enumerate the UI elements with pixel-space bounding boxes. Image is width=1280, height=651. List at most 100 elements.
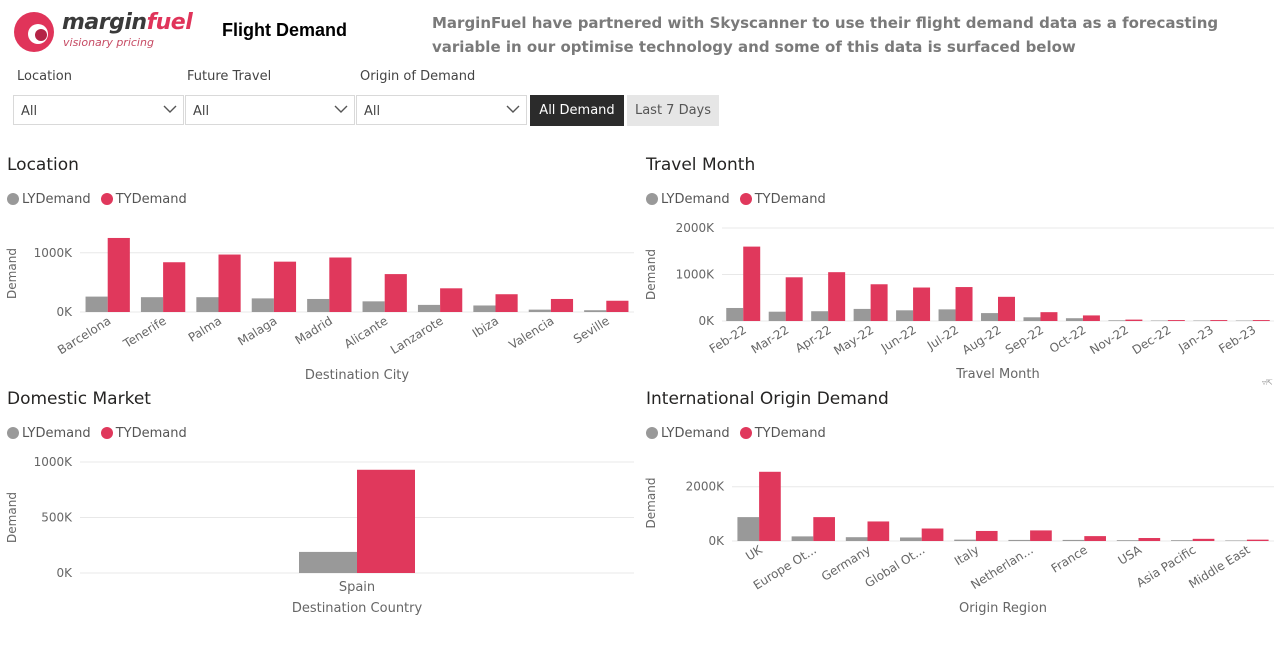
ty-bar[interactable]: [1138, 538, 1161, 541]
legend-ty-swatch: [100, 193, 113, 205]
ly-bar[interactable]: [1116, 540, 1139, 541]
ly-bar[interactable]: [811, 311, 829, 321]
ly-bar[interactable]: [140, 297, 164, 312]
ly-bar[interactable]: [853, 308, 871, 321]
ty-bar[interactable]: [955, 287, 973, 321]
legend-ly-swatch: [646, 193, 658, 205]
origin-dropdown[interactable]: All: [356, 95, 527, 125]
ly-bar[interactable]: [726, 307, 744, 321]
x-tick-label: Seville: [571, 314, 612, 347]
legend-ty-label: TYDemand: [115, 426, 187, 441]
ty-bar[interactable]: [1210, 320, 1228, 321]
legend-ty-swatch: [739, 193, 752, 205]
brand-tagline: visionary pricing: [63, 36, 154, 49]
ty-bar[interactable]: [163, 262, 186, 312]
ty-bar[interactable]: [550, 298, 574, 312]
ly-bar[interactable]: [938, 309, 956, 321]
future-travel-dropdown-value: All: [193, 104, 210, 119]
legend-ly-label: LYDemand: [22, 426, 91, 441]
domestic-bar-chart: 0K 500K 1000K Demand Destination Country Spai…: [5, 455, 634, 616]
ly-bar[interactable]: [768, 311, 786, 321]
ly-bar[interactable]: [307, 298, 330, 312]
ty-bar[interactable]: [867, 521, 890, 541]
page-title: Flight Demand: [222, 20, 347, 40]
ty-bar[interactable]: [759, 471, 781, 541]
ty-bar[interactable]: [1246, 539, 1269, 541]
x-tick-label: Lanzarote: [388, 314, 446, 357]
ty-bar[interactable]: [975, 530, 998, 541]
ly-bar[interactable]: [954, 539, 976, 541]
ty-bar[interactable]: [1192, 538, 1215, 541]
future-travel-filter-label: Future Travel: [187, 69, 272, 84]
future-travel-dropdown[interactable]: All: [185, 95, 355, 125]
ty-bar[interactable]: [606, 300, 629, 312]
ly-bar[interactable]: [900, 537, 922, 541]
ty-bar[interactable]: [1252, 320, 1270, 321]
x-axis-title: Destination City: [305, 368, 410, 383]
location-chart-legend: LYDemand TYDemand: [7, 192, 187, 207]
ly-bar[interactable]: [1065, 318, 1083, 321]
ly-bar[interactable]: [1225, 540, 1247, 541]
ly-bar[interactable]: [1023, 317, 1041, 321]
ly-bar[interactable]: [528, 309, 551, 312]
ly-bar[interactable]: [1171, 540, 1193, 541]
ty-bar[interactable]: [1084, 536, 1106, 541]
ly-bar[interactable]: [1062, 539, 1085, 541]
ty-bar[interactable]: [813, 517, 835, 541]
marginfuel-logo: [14, 12, 54, 52]
ly-bar[interactable]: [196, 297, 219, 312]
ly-bar[interactable]: [791, 536, 814, 541]
ty-bar[interactable]: [913, 287, 931, 321]
ly-bar[interactable]: [473, 305, 496, 312]
origin-dropdown-value: All: [364, 104, 381, 119]
y-axis-label: Demand: [5, 492, 19, 543]
ty-bar[interactable]: [785, 277, 803, 321]
ty-bar[interactable]: [921, 528, 944, 541]
x-tick-label: May-22: [831, 323, 876, 358]
ly-bar[interactable]: [417, 304, 441, 312]
ty-bar[interactable]: [828, 272, 846, 321]
ly-bar[interactable]: [362, 301, 385, 312]
ly-bar[interactable]: [251, 298, 274, 312]
ty-bar[interactable]: [357, 469, 415, 573]
location-dropdown[interactable]: All: [13, 95, 184, 125]
chevron-down-icon: [334, 105, 348, 113]
y-axis-label: Demand: [644, 478, 658, 529]
y-tick-label: 500K: [41, 511, 73, 525]
location-chart-title: Location: [7, 155, 79, 175]
ly-bar[interactable]: [299, 551, 357, 573]
ly-bar[interactable]: [737, 517, 760, 541]
ty-bar[interactable]: [384, 274, 407, 312]
x-tick-label: Italy: [952, 543, 982, 569]
ty-bar[interactable]: [495, 294, 518, 312]
y-axis-label: Demand: [644, 249, 658, 300]
ly-bar[interactable]: [896, 310, 914, 321]
ty-bar[interactable]: [743, 246, 761, 321]
ty-bar[interactable]: [1040, 312, 1058, 321]
ty-bar[interactable]: [107, 237, 130, 312]
domestic-chart-title: Domestic Market: [7, 389, 151, 409]
ty-bar[interactable]: [998, 296, 1015, 321]
ly-bar[interactable]: [1008, 539, 1031, 541]
ly-bar[interactable]: [1108, 320, 1126, 321]
ly-bar[interactable]: [584, 310, 607, 312]
ty-bar[interactable]: [273, 261, 297, 312]
ty-bar[interactable]: [329, 257, 352, 312]
visual-filter-icon[interactable]: ▿⇱: [1262, 378, 1273, 387]
ty-bar[interactable]: [870, 284, 888, 321]
ty-bar[interactable]: [218, 254, 241, 312]
ty-bar[interactable]: [1167, 320, 1185, 321]
x-tick-label: Jan-23: [1175, 323, 1216, 356]
legend-ly-swatch: [7, 427, 19, 439]
x-tick-label: Ibiza: [470, 314, 501, 341]
ty-bar[interactable]: [1082, 315, 1100, 321]
domestic-chart-legend: LYDemand TYDemand: [7, 426, 187, 441]
ly-bar[interactable]: [85, 296, 108, 312]
ty-bar[interactable]: [1030, 530, 1052, 541]
ly-bar[interactable]: [845, 537, 868, 541]
ty-bar[interactable]: [440, 288, 463, 312]
last-7-days-button[interactable]: Last 7 Days: [627, 95, 719, 126]
ly-bar[interactable]: [981, 313, 998, 321]
ty-bar[interactable]: [1125, 319, 1143, 321]
all-demand-button[interactable]: All Demand: [530, 95, 624, 126]
